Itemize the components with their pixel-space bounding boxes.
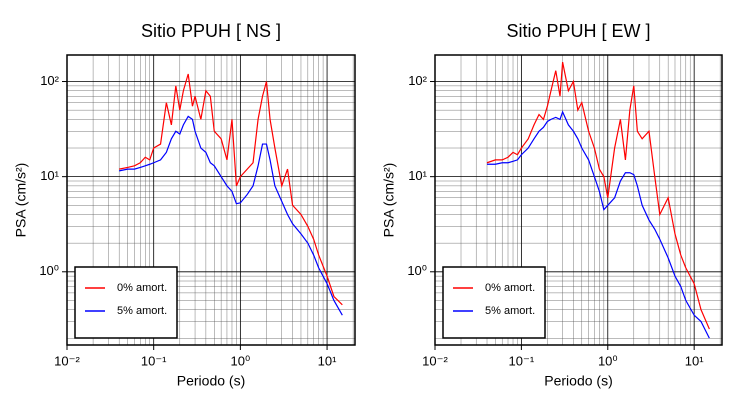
- y-tick-label: 10²: [40, 73, 59, 88]
- x-tick-label: 10¹: [685, 353, 704, 368]
- x-tick-label: 10¹: [318, 353, 337, 368]
- chart-title: Sitio PPUH [ EW ]: [506, 21, 650, 41]
- y-tick-label: 10⁰: [39, 263, 59, 278]
- x-tick-label: 10⁻¹: [509, 353, 535, 368]
- y-axis-title: PSA (cm/s²): [381, 163, 397, 238]
- y-tick-label: 10¹: [40, 168, 59, 183]
- legend-label: 5% amort.: [485, 305, 535, 317]
- plot-frame: [66, 54, 356, 346]
- series-line: [119, 73, 343, 306]
- legend-label: 0% amort.: [485, 282, 535, 294]
- plot-frame: [434, 54, 723, 346]
- y-axis-title: PSA (cm/s²): [13, 163, 29, 238]
- x-tick-label: 10⁻²: [422, 353, 448, 368]
- x-tick-label: 10⁰: [231, 353, 251, 368]
- y-tick-label: 10⁰: [407, 263, 427, 278]
- x-tick-label: 10⁰: [598, 353, 618, 368]
- legend-box: [442, 266, 546, 339]
- x-tick-label: 10⁻¹: [141, 353, 167, 368]
- y-tick-label: 10²: [408, 73, 427, 88]
- x-tick-label: 10⁻²: [54, 353, 80, 368]
- legend-label: 0% amort.: [117, 282, 167, 294]
- chart-title: Sitio PPUH [ NS ]: [141, 21, 281, 41]
- series-line: [119, 115, 343, 316]
- y-tick-label: 10¹: [408, 168, 427, 183]
- legend-box: [74, 266, 178, 339]
- x-axis-title: Periodo (s): [177, 373, 245, 389]
- legend-label: 5% amort.: [117, 305, 167, 317]
- series-line: [486, 61, 710, 330]
- series-line: [487, 110, 710, 339]
- x-axis-title: Periodo (s): [544, 373, 612, 389]
